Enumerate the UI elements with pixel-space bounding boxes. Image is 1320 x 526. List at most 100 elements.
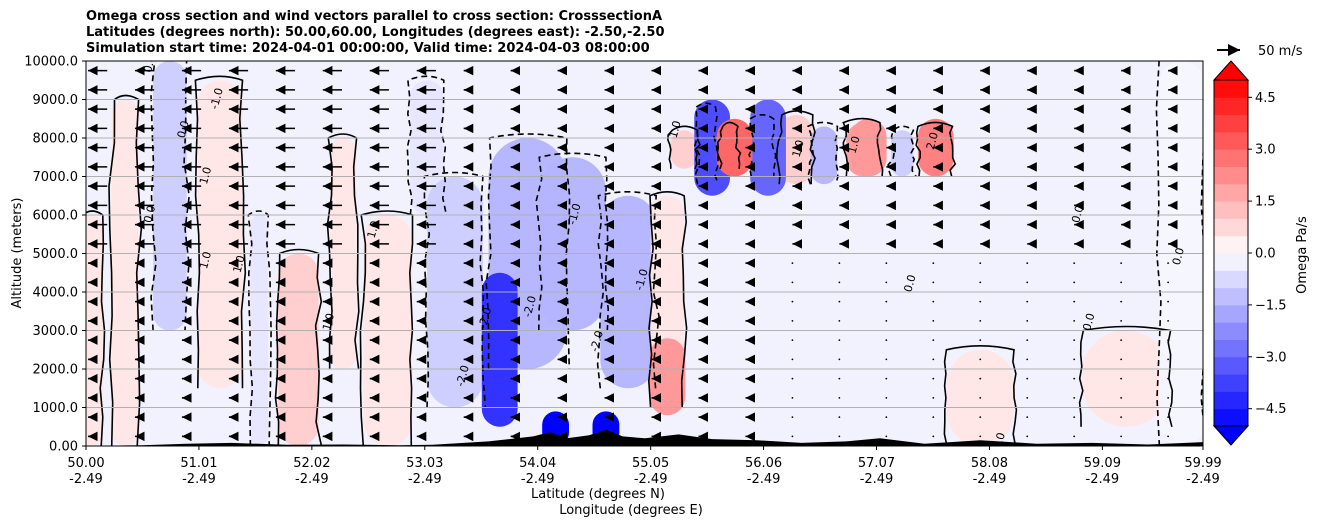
wind-vector-408 (1026, 281, 1029, 284)
gridlines (86, 99, 1203, 408)
wind-vector-464 (1167, 358, 1170, 361)
x-tick-label-lat-3: 53.03 (406, 456, 443, 471)
y-tick-label-0: 0.00 (49, 440, 78, 455)
y-tick-label-4: 4000.0 (33, 286, 79, 301)
colorbar-segment-12 (1214, 201, 1248, 219)
wind-vector-323 (838, 377, 841, 380)
contour-label-9: -2.0 (476, 306, 494, 330)
contour-label-2: 0.0 (175, 119, 192, 139)
wind-vector-460 (1167, 435, 1170, 438)
wind-vector-468 (1167, 281, 1170, 284)
y-tick-label-9: 9000.0 (33, 93, 79, 108)
colorbar-tick-label-2: 1.5 (1255, 195, 1276, 210)
colorbar-segment-5 (1214, 322, 1248, 340)
colorbar-segment-10 (1214, 235, 1248, 254)
chart-title-line-1: Omega cross section and wind vectors par… (86, 9, 663, 24)
wind-vector-449 (1120, 262, 1123, 265)
contour-label-14: -2.0 (454, 364, 472, 388)
wind-vector-404 (1026, 358, 1029, 361)
x-tick-label-lon-9: -2.49 (1086, 472, 1120, 487)
x-tick-label-lon-8: -2.49 (973, 472, 1007, 487)
x-tick-label-lat-1: 51.01 (180, 456, 217, 471)
wind-vector-441 (1120, 416, 1123, 419)
wind-vector-367 (932, 300, 935, 303)
wind-vector-422 (1073, 396, 1076, 399)
wind-vector-363 (932, 377, 935, 380)
wind-vector-369 (932, 262, 935, 265)
wind-vector-386 (979, 319, 982, 322)
wind-vector-320 (838, 435, 841, 438)
wind-vector-346 (885, 319, 888, 322)
contour-label-12: -1.0 (633, 267, 651, 291)
wind-vectors (88, 65, 1178, 442)
wind-vector-427 (1073, 300, 1076, 303)
x-tick-label-lon-7: -2.49 (860, 472, 894, 487)
wind-vector-469 (1167, 262, 1170, 265)
x-tick-label-lat-8: 58.08 (971, 456, 1008, 471)
colorbar-segment-11 (1214, 218, 1248, 237)
x-axis-label-latitude: Latitude (degrees N) (531, 487, 665, 502)
colorbar-segment-18 (1214, 97, 1248, 116)
colorbar-tick-label-0: 4.5 (1255, 91, 1276, 106)
contour-line-4 (247, 210, 272, 446)
contour-label-8: 1.0 (365, 219, 382, 239)
wind-vector-389 (979, 262, 982, 265)
x-tick-label-lon-3: -2.49 (408, 472, 442, 487)
wind-vector-467 (1167, 300, 1170, 303)
y-axis-label: Altitude (meters) (10, 198, 25, 309)
wind-vector-383 (979, 377, 982, 380)
wind-vector-309 (791, 262, 794, 265)
wind-vector-463 (1167, 377, 1170, 380)
x-tick-label-lon-5: -2.49 (634, 472, 668, 487)
x-tick-label-lon-6: -2.49 (747, 472, 781, 487)
colorbar-segment-19 (1214, 80, 1248, 98)
colorbar-segment-7 (1214, 287, 1248, 306)
wind-vector-307 (791, 300, 794, 303)
colorbar-tick-label-1: 3.0 (1255, 143, 1276, 158)
feature-core-3-3 (694, 99, 731, 196)
wind-vector-324 (838, 358, 841, 361)
contour-label-5: 1.0 (197, 250, 214, 270)
wind-vector-401 (1026, 416, 1029, 419)
contour-line-23 (943, 345, 1018, 446)
wind-vector-328 (838, 281, 841, 284)
contour-labels: 0.0 -1.0 0.0 1.0 0.0 1.0 1.0 1.0 1.0 -2.0 -1.0 -2.0… (141, 61, 1187, 446)
contour-line-22 (915, 121, 957, 177)
x-tick-label-lat-10: 59.99 (1184, 456, 1221, 471)
feature-core-4-3 (750, 99, 786, 196)
x-axis-label-longitude: Longitude (degrees E) (559, 503, 703, 518)
wind-vector-366 (932, 319, 935, 322)
wind-vector-465 (1167, 339, 1170, 342)
colorbar-segment-4 (1214, 339, 1248, 358)
field-band-14 (670, 130, 698, 169)
wind-vector-347 (885, 300, 888, 303)
contour-line-8 (406, 75, 448, 216)
wind-vector-348 (885, 281, 888, 284)
wind-vector-443 (1120, 377, 1123, 380)
wind-vector-308 (791, 281, 794, 284)
contour-label-20: 0.0 (1069, 204, 1086, 224)
wind-vector-428 (1073, 281, 1076, 284)
colorbar-label: Omega Pa/s (1295, 216, 1310, 294)
contour-line-10 (485, 133, 571, 370)
colorbar-segment-0 (1214, 408, 1248, 427)
wind-vector-385 (979, 339, 982, 342)
colorbar-tick-label-4: −1.5 (1255, 298, 1287, 313)
wind-vector-344 (885, 358, 888, 361)
x-tick-label-lon-4: -2.49 (521, 472, 555, 487)
field-band-19 (810, 126, 838, 185)
colorbar-segment-13 (1214, 183, 1248, 202)
contour-label-17: 1.0 (846, 135, 863, 155)
wind-vector-461 (1167, 416, 1170, 419)
wind-vector-466 (1167, 319, 1170, 322)
y-tick-label-5: 5000.0 (33, 247, 79, 262)
colorbar-segment-9 (1214, 253, 1248, 271)
wind-vector-343 (885, 377, 888, 380)
wind-vector-448 (1120, 281, 1123, 284)
chart-title-line-2: Latitudes (degrees north): 50.00,60.00, … (86, 25, 665, 40)
wind-vector-306 (791, 319, 794, 322)
wind-key: 50 m/s (1217, 44, 1303, 59)
wind-vector-425 (1073, 339, 1076, 342)
wind-vector-445 (1120, 339, 1123, 342)
colorbar-extend-max (1212, 60, 1250, 81)
